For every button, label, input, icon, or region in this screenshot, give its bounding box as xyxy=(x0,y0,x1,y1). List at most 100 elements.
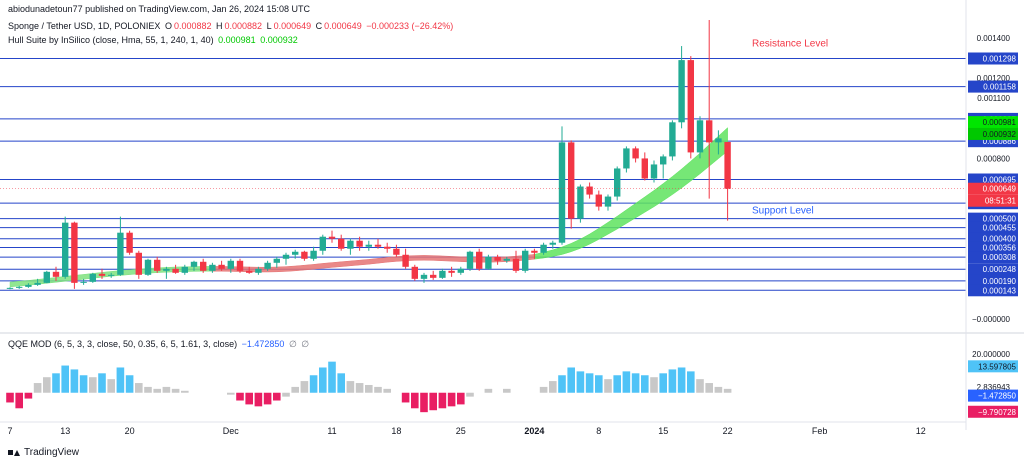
qqe-bar xyxy=(273,392,281,401)
candle-body xyxy=(365,244,372,247)
price-tick-label: 0.001400 xyxy=(977,34,1011,43)
qqe-bar xyxy=(705,383,713,393)
candle-body xyxy=(246,270,253,273)
qqe-value-label: −1.472850 xyxy=(978,392,1017,401)
price-axis: 0.001400 0.001200 0.001100 0.000800 −0.00000… xyxy=(0,34,1018,418)
hull-value-1: 0.000981 xyxy=(218,35,256,45)
qqe-bar xyxy=(549,381,557,393)
price-tick-label: 0.001200 xyxy=(977,74,1011,83)
qqe-bar xyxy=(125,375,134,393)
hide-icon[interactable]: ∅ xyxy=(288,339,297,349)
qqe-bar xyxy=(567,367,575,393)
level-price-label: 0.000143 xyxy=(983,286,1017,295)
candle-body xyxy=(163,268,170,271)
candle-body xyxy=(586,186,593,195)
candle-body xyxy=(328,236,336,239)
level-price-label-bg xyxy=(968,263,1018,276)
level-price-label: 0.000886 xyxy=(983,137,1017,146)
candle-body xyxy=(660,156,667,165)
candle-body xyxy=(347,240,354,249)
candle-body xyxy=(466,251,474,269)
time-tick-label: 20 xyxy=(125,426,135,436)
candle-body xyxy=(641,158,648,179)
qqe-bar xyxy=(33,383,42,393)
candle-body xyxy=(476,251,483,269)
level-price-label: 0.001158 xyxy=(983,83,1016,92)
candle-body xyxy=(430,274,437,278)
qqe-bar xyxy=(135,383,143,393)
qqe-tick-label: 20.000000 xyxy=(972,350,1010,359)
qqe-legend[interactable]: QQE MOD (6, 5, 3, 3, close, 50, 0.35, 6,… xyxy=(8,339,311,350)
level-price-label: 0.000500 xyxy=(983,215,1017,224)
qqe-bar xyxy=(337,373,345,393)
qqe-bar xyxy=(641,375,649,393)
qqe-bar xyxy=(162,386,171,393)
level-price-label-bg xyxy=(968,251,1018,264)
qqe-bar xyxy=(181,390,189,393)
candle-body xyxy=(485,256,492,269)
qqe-bar xyxy=(659,373,667,393)
qqe-bar xyxy=(687,371,695,393)
countdown-label: 08:51:31 xyxy=(985,197,1017,206)
qqe-bar xyxy=(503,388,511,393)
hide-icon[interactable]: ∅ xyxy=(301,339,310,349)
candle-body xyxy=(448,270,455,273)
qqe-bar xyxy=(438,392,447,409)
level-price-label-bg xyxy=(968,221,1018,234)
qqe-value-label: 13.597805 xyxy=(978,362,1016,371)
qqe-bar xyxy=(52,373,60,393)
qqe-bar xyxy=(585,373,594,393)
qqe-bar xyxy=(374,386,382,393)
hull-price-label-bg xyxy=(968,127,1018,140)
time-tick-label: 25 xyxy=(456,426,466,436)
candle-body xyxy=(126,232,133,253)
ohlc-legend[interactable]: Sponge / Tether USD, 1D, POLONIEX O 0.000… xyxy=(8,21,455,31)
qqe-bar xyxy=(539,386,548,393)
level-price-label: 0.000308 xyxy=(983,253,1017,262)
candle-body xyxy=(135,252,142,275)
qqe-value-label-bg xyxy=(968,389,1018,402)
tradingview-brand: TradingView xyxy=(8,447,79,458)
candle-body xyxy=(439,270,446,278)
level-price-label: 0.000356 xyxy=(983,244,1017,253)
hull-price-label: 0.000932 xyxy=(983,130,1017,139)
candle-body xyxy=(292,251,299,255)
low-label: L xyxy=(266,21,272,31)
candle-body xyxy=(209,264,216,271)
candlestick-series xyxy=(6,19,731,290)
candle-body xyxy=(25,284,32,287)
candle-body xyxy=(255,268,262,273)
qqe-bar xyxy=(171,388,180,393)
close-label: C xyxy=(315,21,323,31)
candle-body xyxy=(356,240,363,247)
price-tick-label: 0.001100 xyxy=(977,94,1010,103)
qqe-bar xyxy=(227,392,235,395)
candle-body xyxy=(98,273,106,276)
time-tick-label: 13 xyxy=(60,426,70,436)
level-price-label-bg xyxy=(968,284,1018,297)
candle-body xyxy=(568,142,575,219)
qqe-bar xyxy=(558,375,566,393)
candle-body xyxy=(402,254,409,267)
candle-body xyxy=(190,261,198,267)
candle-body xyxy=(724,141,731,189)
level-price-label: 0.000695 xyxy=(983,176,1017,185)
qqe-bar xyxy=(282,392,290,397)
qqe-bar xyxy=(89,377,97,393)
hull-legend[interactable]: Hull Suite by InSilico (close, Hma, 55, … xyxy=(8,35,300,45)
candle-body xyxy=(687,60,694,153)
qqe-bar xyxy=(401,392,410,403)
level-price-label: 0.000248 xyxy=(983,265,1017,274)
time-tick-label: 7 xyxy=(7,426,12,436)
level-price-label: 0.000455 xyxy=(983,224,1017,233)
qqe-value-label: −9.790728 xyxy=(978,408,1017,417)
candle-body xyxy=(62,222,69,277)
level-price-label-bg xyxy=(968,274,1018,287)
time-axis: 7 13 20 Dec 11 18 25 2024 8 15 22 Feb 12 xyxy=(7,426,925,436)
qqe-value-label-bg xyxy=(968,360,1018,373)
candle-body xyxy=(338,238,345,249)
qqe-bar xyxy=(346,381,355,393)
candle-body xyxy=(80,281,87,283)
qqe-bar xyxy=(631,373,640,393)
qqe-bar xyxy=(291,386,299,393)
